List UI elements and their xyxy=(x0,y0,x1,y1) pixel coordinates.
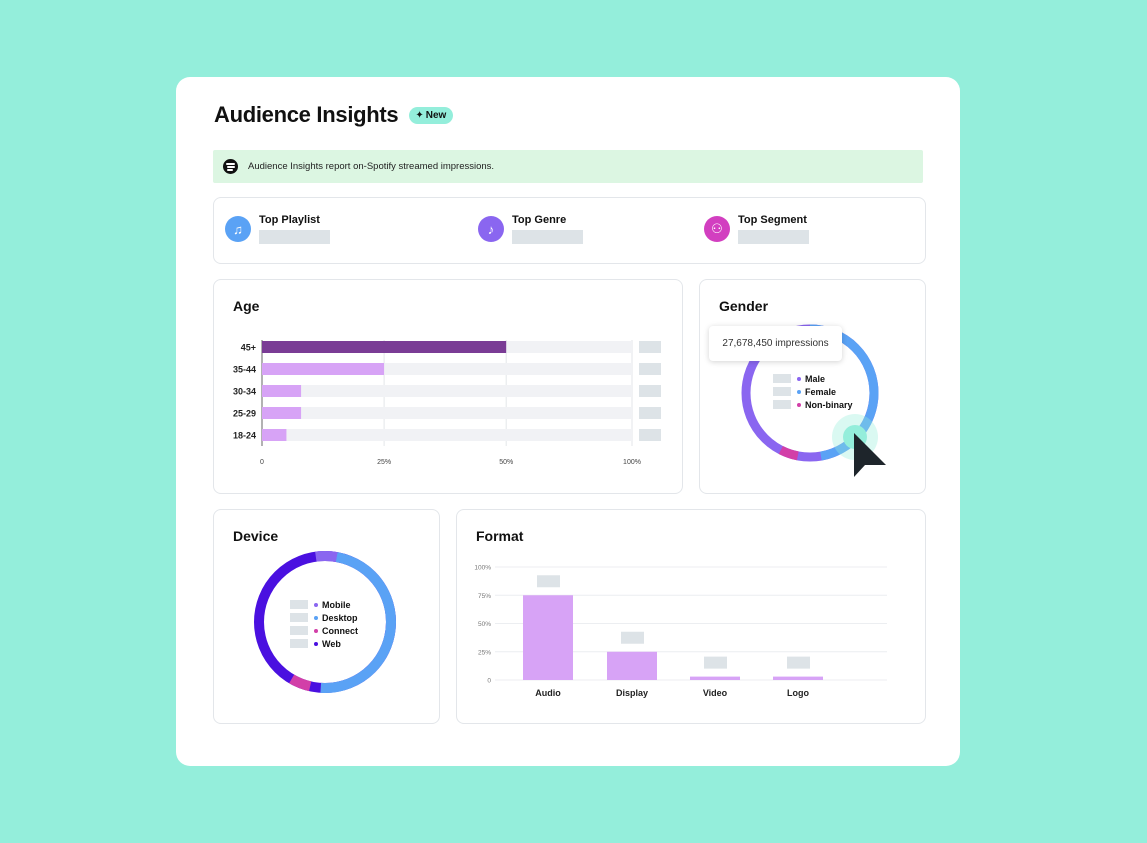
format-value-placeholder xyxy=(787,656,810,669)
legend-desktop: Desktop xyxy=(290,611,358,624)
age-tick-label: 0 xyxy=(260,459,264,466)
top-genre-label: Top Genre xyxy=(512,214,567,226)
title-row: Audience Insights ✦ New xyxy=(214,102,454,128)
age-row-label: 25-29 xyxy=(233,409,256,419)
format-bar-label: Display xyxy=(616,688,648,698)
top-genre-stat[interactable]: ♪ Top Genre xyxy=(478,214,583,249)
format-tick-label: 25% xyxy=(478,649,491,656)
age-row-label: 35-44 xyxy=(233,365,256,375)
top-playlist-placeholder xyxy=(259,230,330,244)
format-tick-label: 50% xyxy=(478,621,491,628)
format-bar xyxy=(690,676,740,680)
format-bar-label: Video xyxy=(703,688,728,698)
age-bar-track xyxy=(262,407,632,419)
device-slice-connect xyxy=(254,551,396,693)
gender-slice-nonbinary xyxy=(741,324,879,462)
device-donut xyxy=(254,551,396,693)
top-segment-stat[interactable]: ⚇ Top Segment xyxy=(704,214,809,249)
legend-connect: Connect xyxy=(290,624,358,637)
gender-title: Gender xyxy=(719,298,769,314)
top-genre-placeholder xyxy=(512,230,583,244)
age-row-label: 30-34 xyxy=(233,387,256,397)
format-bar xyxy=(523,595,573,680)
age-value-placeholder xyxy=(639,341,661,353)
age-title: Age xyxy=(233,298,260,314)
legend-mobile: Mobile xyxy=(290,598,358,611)
format-bar-label: Audio xyxy=(535,688,561,698)
legend-male: Male xyxy=(773,372,853,385)
new-badge: ✦ New xyxy=(409,106,454,124)
age-row-label: 18-24 xyxy=(233,431,256,441)
device-legend: Mobile Desktop Connect Web xyxy=(290,598,358,650)
format-bar xyxy=(607,651,657,680)
sparkle-icon: ✦ xyxy=(415,109,424,121)
gender-legend: Male Female Non-binary xyxy=(773,372,853,411)
age-value-placeholder xyxy=(639,429,661,441)
info-banner: Audience Insights report on-Spotify stre… xyxy=(213,150,923,183)
age-bar xyxy=(262,341,507,353)
age-bar xyxy=(262,363,385,375)
format-title: Format xyxy=(476,528,524,544)
age-bar-track xyxy=(262,429,632,441)
impressions-tooltip: 27,678,450 impressions xyxy=(709,326,842,361)
device-panel: Device Mobile Desktop Connect Web xyxy=(213,509,440,724)
top-segment-placeholder xyxy=(738,230,809,244)
age-bar xyxy=(262,385,302,397)
page-title: Audience Insights xyxy=(214,102,399,127)
top-playlist-label: Top Playlist xyxy=(259,214,320,226)
top-segment-label: Top Segment xyxy=(738,214,807,226)
format-tick-label: 0 xyxy=(487,678,491,685)
badge-label: New xyxy=(425,109,447,121)
age-tick-label: 25% xyxy=(377,459,391,466)
format-value-placeholder xyxy=(621,631,644,644)
format-value-placeholder xyxy=(704,656,727,669)
age-row-label: 45+ xyxy=(241,343,256,353)
top-playlist-stat[interactable]: ♫ Top Playlist xyxy=(225,214,330,249)
age-chart: 45+ 35-44 30-34 25-29 18-24 0 25% 50% 100% xyxy=(233,340,661,466)
cursor-arrow-icon xyxy=(854,433,886,477)
spotify-logo-icon xyxy=(223,159,238,174)
insights-card: Audience Insights ✦ New Audience Insight… xyxy=(176,77,960,766)
age-panel: Age 45+ 35-44 30-34 25-29 18-24 0 25% 50% 100% xyxy=(213,279,683,494)
banner-text: Audience Insights report on-Spotify stre… xyxy=(248,161,495,172)
format-bar-label: Logo xyxy=(787,688,809,698)
genre-icon: ♪ xyxy=(478,216,504,242)
format-tick-label: 75% xyxy=(478,593,491,600)
age-bar-track xyxy=(262,385,632,397)
age-value-placeholder xyxy=(639,407,661,419)
legend-web: Web xyxy=(290,637,358,650)
age-value-placeholder xyxy=(639,385,661,397)
format-tick-label: 100% xyxy=(474,565,491,572)
device-title: Device xyxy=(233,528,279,544)
format-panel: Format 0 25% 50% 75% 100% Audio Display Video Lo… xyxy=(456,509,926,724)
legend-nonbinary: Non-binary xyxy=(773,398,853,411)
age-tick-label: 50% xyxy=(499,459,513,466)
top-stats-panel: ♫ Top Playlist ♪ Top Genre ⚇ Top Segment xyxy=(213,197,926,264)
format-chart: 0 25% 50% 75% 100% Audio Display Video Logo xyxy=(474,565,887,698)
music-note-icon: ♫ xyxy=(225,216,251,242)
format-bar xyxy=(773,676,823,680)
age-value-placeholder xyxy=(639,363,661,375)
age-bar xyxy=(262,429,287,441)
format-value-placeholder xyxy=(537,575,560,588)
age-tick-label: 100% xyxy=(623,459,641,466)
age-bar xyxy=(262,407,302,419)
segment-icon: ⚇ xyxy=(704,216,730,242)
legend-female: Female xyxy=(773,385,853,398)
